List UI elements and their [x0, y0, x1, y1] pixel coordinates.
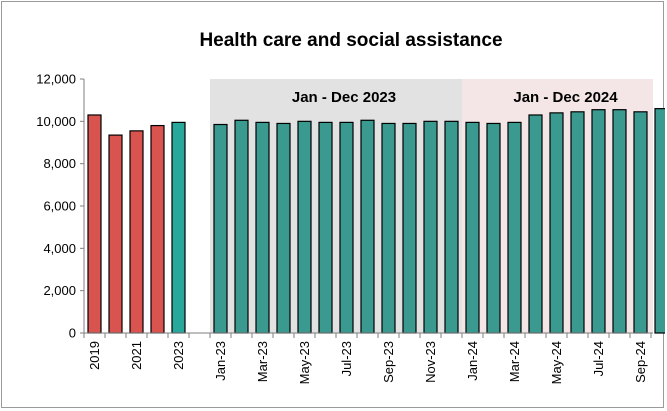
y-tick-label: 6,000 — [43, 199, 76, 214]
x-tick-label: May-23 — [297, 341, 312, 384]
bar-Jun-24 — [570, 111, 585, 334]
y-tick-label: 12,000 — [36, 72, 76, 87]
x-tick-label: Nov-23 — [423, 341, 438, 383]
bar-Aug-23 — [360, 119, 375, 334]
y-tick-label: 0 — [69, 326, 76, 341]
x-tick-label: Sep-24 — [633, 341, 648, 383]
x-tick-label: Jan-23 — [213, 341, 228, 381]
bar-2021 — [129, 130, 144, 334]
x-tick-label: 2021 — [129, 341, 144, 370]
band-label-2024: Jan - Dec 2024 — [513, 89, 618, 106]
y-tick-label: 8,000 — [43, 156, 76, 171]
x-tick-label: Mar-24 — [507, 341, 522, 382]
bar-2022 — [150, 124, 165, 334]
band-2023 — [210, 79, 462, 333]
y-tick-label: 10,000 — [36, 114, 76, 129]
bar-Nov-23 — [423, 120, 438, 334]
bar-Oct-24 — [654, 108, 665, 334]
bar-2020 — [108, 134, 123, 334]
chart-title: Health care and social assistance — [199, 30, 502, 51]
bar-Apr-24 — [528, 114, 543, 334]
bar-May-24 — [549, 112, 564, 334]
x-tick-label: Sep-23 — [381, 341, 396, 383]
bar-Feb-24 — [486, 122, 501, 334]
bar-Jun-23 — [318, 121, 333, 334]
bar-Sep-23 — [381, 122, 396, 334]
bar-Apr-23 — [276, 122, 291, 334]
x-tick-label: Mar-23 — [255, 341, 270, 382]
x-tick-label: Jul-23 — [339, 341, 354, 376]
bar-Jul-24 — [591, 109, 606, 334]
x-tick-label: May-24 — [549, 341, 564, 384]
bars-layer — [87, 108, 665, 334]
bar-Sep-24 — [633, 111, 648, 334]
band-label-2023: Jan - Dec 2023 — [292, 89, 396, 106]
bar-Aug-24 — [612, 109, 627, 334]
bar-Jan-23 — [213, 123, 228, 334]
x-tick-label: 2019 — [87, 341, 102, 370]
bar-Feb-23 — [234, 119, 249, 334]
bar-2023 — [171, 121, 186, 334]
bar-Mar-23 — [255, 121, 270, 334]
bar-Oct-23 — [402, 122, 417, 334]
bar-Mar-24 — [507, 121, 522, 334]
y-tick-label: 2,000 — [43, 283, 76, 298]
bar-Jul-23 — [339, 121, 354, 334]
bar-Dec-23 — [444, 120, 459, 334]
x-tick-label: Jul-24 — [591, 341, 606, 376]
bar-May-23 — [297, 120, 312, 334]
x-tick-label: Jan-24 — [465, 341, 480, 381]
axis-layer: 0 2,000 4,000 6,000 8,000 10,000 12,000 2019 202… — [36, 72, 653, 384]
bar-Jan-24 — [465, 121, 480, 334]
bar-2019 — [87, 114, 102, 334]
x-tick-label: 2023 — [171, 341, 186, 370]
y-tick-label: 4,000 — [43, 241, 76, 256]
